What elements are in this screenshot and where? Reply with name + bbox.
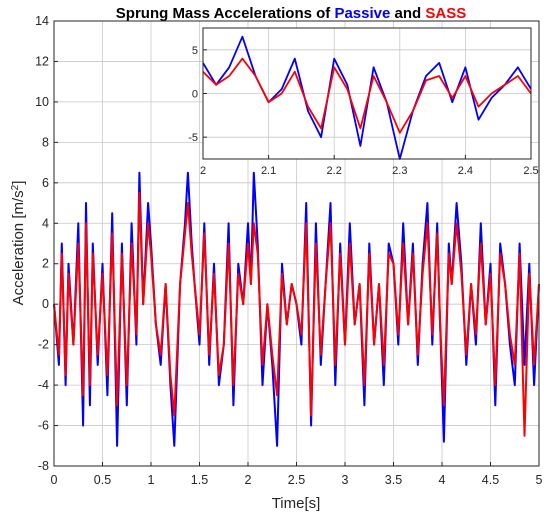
main-y-tick-label: 12: [35, 54, 49, 68]
inset-x-tick-label: 2.3: [392, 165, 407, 177]
inset-series-group: [202, 35, 532, 160]
inset-x-tick-labels: 2 2.1 2.2 2.3 2.4 2.5: [200, 165, 539, 177]
x-axis-label: Time[s]: [272, 495, 321, 512]
main-ticks: [53, 20, 540, 467]
inset-x-tick-label: 2.2: [327, 165, 342, 177]
title-part-3: SASS: [425, 5, 466, 22]
main-y-tick-label: 0: [42, 297, 49, 311]
main-x-tick-label: 4: [439, 473, 446, 487]
inset-x-tick-label: 2.1: [261, 165, 276, 177]
main-y-tick-label: -4: [38, 378, 49, 392]
main-series-group: [53, 171, 540, 447]
title-part-0: Sprung Mass Accelerations of: [116, 5, 335, 22]
inset-x-tick-label: 2: [200, 165, 206, 177]
main-y-tick-label: 6: [42, 176, 49, 190]
main-x-tick-label: 2: [245, 473, 252, 487]
chart-title: Sprung Mass Accelerations of Passive and…: [116, 5, 466, 22]
main-y-tick-label: 8: [42, 135, 49, 149]
main-y-tick-label: -8: [38, 459, 49, 473]
y-axis-label: Acceleration [m/s2]: [10, 181, 28, 306]
main-x-tick-label: 3: [342, 473, 349, 487]
main-y-tick-label: 14: [35, 14, 49, 28]
y-label-main: Acceleration [m/s: [10, 190, 27, 305]
main-y-tick-label: 10: [35, 95, 49, 109]
main-x-tick-label: 5: [536, 473, 543, 487]
main-x-tick-label: 1: [148, 473, 155, 487]
main-x-tick-label: 0.5: [94, 473, 111, 487]
y-label-superscript: 2: [10, 184, 21, 190]
main-x-tick-label: 4.5: [482, 473, 499, 487]
main-y-tick-labels: -8 -6 -4 -2 0 2 4 6 8 10 12 14: [35, 14, 49, 473]
inset-y-tick-label: 5: [192, 45, 198, 57]
inset-series-sass: [202, 57, 532, 134]
inset-axes: 2 2.1 2.2 2.3 2.4 2.5 -5 0 5: [188, 27, 539, 177]
inset-x-tick-label: 2.4: [458, 165, 473, 177]
main-y-tick-label: -2: [38, 338, 49, 352]
main-y-tick-label: 2: [42, 257, 49, 271]
main-y-tick-label: -6: [38, 419, 49, 433]
title-part-1: Passive: [334, 5, 390, 22]
main-y-tick-label: 4: [42, 216, 49, 230]
inset-y-tick-label: -5: [188, 132, 198, 144]
inset-y-tick-label: 0: [192, 89, 198, 101]
main-x-tick-label: 0: [51, 473, 58, 487]
title-part-2: and: [390, 5, 425, 22]
inset-ticks: [202, 49, 532, 159]
inset-x-tick-label: 2.5: [523, 165, 538, 177]
main-x-tick-label: 3.5: [385, 473, 402, 487]
y-label-tail: ]: [10, 181, 27, 185]
main-series-sass: [53, 191, 540, 437]
main-x-tick-label: 2.5: [288, 473, 305, 487]
inset-y-tick-labels: -5 0 5: [188, 45, 198, 144]
main-x-tick-labels: 0 0.5 1 1.5 2 2.5 3 3.5 4 4.5 5: [51, 473, 543, 487]
main-x-tick-label: 1.5: [191, 473, 208, 487]
